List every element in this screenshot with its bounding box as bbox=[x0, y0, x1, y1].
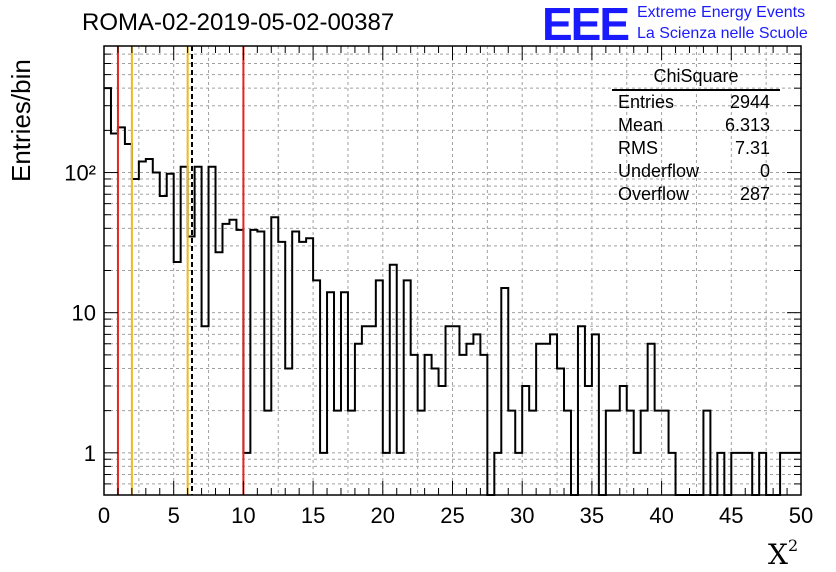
org-name-line2: La Scienza nelle Scuole bbox=[637, 25, 808, 42]
x-axis-label-base: X bbox=[768, 538, 788, 571]
stats-row-mean: Mean 6.313 bbox=[612, 114, 780, 137]
x-tick-label: 30 bbox=[510, 503, 534, 528]
org-name-line1: Extreme Energy Events bbox=[637, 4, 806, 21]
x-tick-label: 50 bbox=[789, 503, 813, 528]
y-tick-label: 10² bbox=[64, 161, 96, 186]
stats-label: RMS bbox=[618, 138, 658, 158]
stats-label: Overflow bbox=[618, 184, 690, 204]
stats-row-underflow: Underflow 0 bbox=[612, 160, 780, 183]
x-tick-label: 10 bbox=[231, 503, 255, 528]
stats-value: 6.313 bbox=[724, 115, 770, 135]
x-tick-label: 45 bbox=[719, 503, 743, 528]
x-tick-label: 25 bbox=[440, 503, 464, 528]
x-tick-label: 15 bbox=[301, 503, 325, 528]
histogram-series bbox=[104, 87, 801, 496]
x-axis-label-exponent: 2 bbox=[787, 536, 799, 555]
stats-value: 7.31 bbox=[734, 138, 770, 158]
x-tick-label: 20 bbox=[371, 503, 395, 528]
x-tick-label: 40 bbox=[649, 503, 673, 528]
stats-row-rms: RMS 7.31 bbox=[612, 137, 780, 160]
y-tick-label: 10 bbox=[72, 301, 96, 326]
stats-title: ChiSquare bbox=[612, 66, 780, 91]
stats-value: 2944 bbox=[729, 92, 770, 112]
run-title: ROMA-02-2019-05-02-00387 bbox=[82, 9, 395, 36]
eee-logo: EEE bbox=[542, 0, 630, 50]
stats-row-overflow: Overflow 287 bbox=[612, 183, 780, 206]
y-tick-label: 1 bbox=[84, 441, 96, 466]
x-tick-label: 5 bbox=[168, 503, 180, 528]
x-tick-label: 35 bbox=[580, 503, 604, 528]
stats-box: ChiSquare Entries 2944 Mean 6.313 RMS 7.… bbox=[612, 66, 780, 206]
y-axis-label: Entries/bin bbox=[6, 59, 36, 182]
stats-value: 0 bbox=[759, 161, 770, 181]
stats-value: 287 bbox=[739, 184, 770, 204]
stats-label: Underflow bbox=[618, 161, 700, 181]
stats-row-entries: Entries 2944 bbox=[612, 91, 780, 114]
stats-label: Mean bbox=[618, 115, 664, 135]
x-tick-label: 0 bbox=[98, 503, 110, 528]
stats-label: Entries bbox=[618, 92, 675, 112]
x-axis-label: X2 bbox=[768, 536, 799, 571]
